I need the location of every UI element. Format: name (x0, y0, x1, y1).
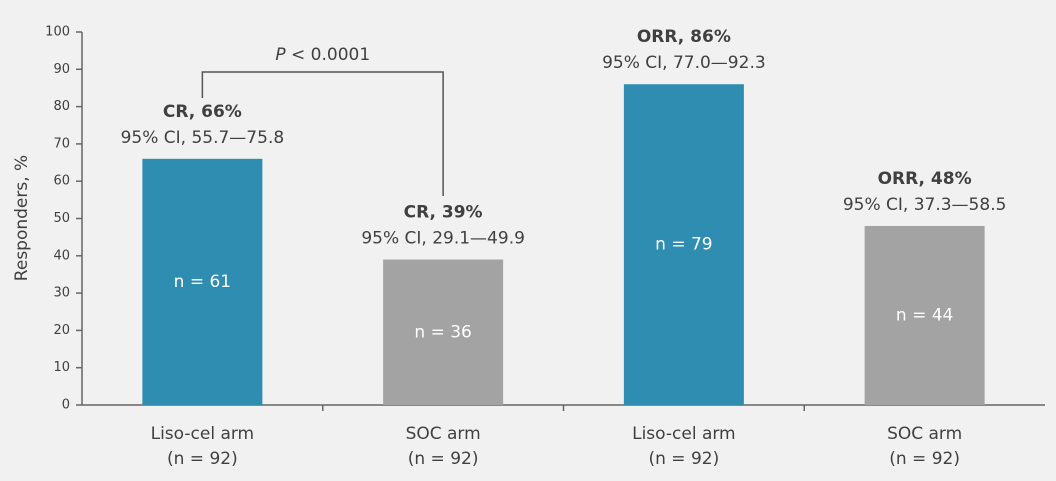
y-tick-label: 70 (53, 136, 70, 151)
y-tick-label: 10 (53, 360, 70, 375)
x-tick-sublabel: (n = 92) (408, 449, 479, 469)
y-tick-label: 60 (53, 174, 70, 189)
x-tick-sublabel: (n = 92) (649, 449, 720, 469)
y-tick-label: 50 (53, 211, 70, 226)
n-label: n = 61 (174, 272, 231, 292)
value-label: ORR, 86% (637, 27, 731, 47)
y-axis-title: Responders, % (12, 155, 32, 281)
value-label: CR, 66% (163, 102, 242, 122)
annotation: P < 0.0001 (275, 45, 370, 65)
x-tick-sublabel: (n = 92) (889, 449, 960, 469)
bar (142, 158, 263, 405)
n-label: n = 79 (655, 235, 712, 255)
y-tick-label: 40 (53, 248, 70, 263)
significance-bracket (201, 71, 444, 196)
y-tick-label: 100 (45, 25, 70, 40)
bar (623, 84, 744, 405)
x-tick-label: Liso-cel arm (632, 424, 736, 444)
y-tick-label: 80 (53, 99, 70, 114)
x-tick-label: SOC arm (887, 424, 962, 444)
ci-label: 95% CI, 37.3—58.5 (843, 195, 1007, 215)
y-tick-label: 0 (62, 398, 70, 413)
x-tick-label: Liso-cel arm (151, 424, 255, 444)
ci-label: 95% CI, 55.7—75.8 (121, 128, 285, 148)
y-tick-label: 20 (53, 323, 70, 338)
n-label: n = 44 (896, 305, 953, 325)
ci-label: 95% CI, 29.1—49.9 (361, 229, 525, 249)
y-tick-label: 90 (53, 62, 70, 77)
n-label: n = 36 (414, 322, 471, 342)
bar (383, 259, 504, 405)
x-tick-sublabel: (n = 92) (167, 449, 238, 469)
y-tick-label: 30 (53, 286, 70, 301)
ci-label: 95% CI, 77.0—92.3 (602, 53, 766, 73)
bar (864, 225, 985, 405)
value-label: CR, 39% (404, 203, 483, 223)
x-tick-label: SOC arm (406, 424, 481, 444)
value-label: ORR, 48% (878, 169, 972, 189)
